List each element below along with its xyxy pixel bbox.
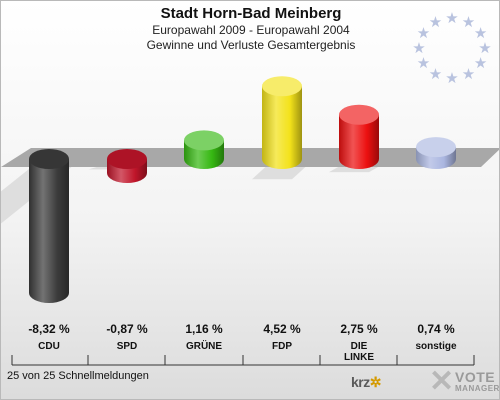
reporting-status: 25 von 25 Schnellmeldungen (7, 370, 149, 382)
bar (184, 130, 224, 169)
bar-top-cap (29, 149, 69, 169)
bar-top-cap (262, 76, 302, 97)
eu-star-icon: ★ (474, 54, 487, 72)
category-label: GRÜNE (186, 339, 222, 352)
bar (29, 149, 69, 303)
category-label: CDU (38, 341, 60, 352)
bar-top-cap (184, 130, 224, 151)
bar-body (29, 159, 69, 293)
x-mark-icon: ✕ (429, 365, 455, 398)
value-label: 4,52 % (263, 322, 301, 336)
bar-body (262, 86, 302, 159)
krz-logo: krz✲ (351, 374, 381, 391)
chart-title: Stadt Horn-Bad Meinberg (160, 5, 342, 22)
category-label: FDP (272, 341, 292, 352)
bar-top-cap (107, 149, 147, 169)
value-label: -0,87 % (106, 322, 148, 336)
krz-emblem-icon: ✲ (369, 374, 382, 390)
bar-shadow (1, 161, 79, 224)
value-label: 1,16 % (185, 322, 223, 336)
eu-star-icon: ★ (417, 24, 430, 42)
chart-header: Stadt Horn-Bad Meinberg Europawahl 2009 … (1, 5, 499, 53)
bar (262, 76, 302, 169)
bar-top-cap (339, 104, 379, 125)
category-axis: CDU SPD GRÜNE FDP DIE LINKE sonstige (11, 339, 475, 366)
category-label: sonstige (415, 341, 457, 352)
value-label: 0,74 % (417, 322, 455, 336)
bar-bottom-cap (29, 282, 69, 303)
bar-shadows (1, 161, 466, 224)
chart-subtitle-1: Europawahl 2009 - Europawahl 2004 (152, 23, 350, 37)
eu-star-icon: ★ (474, 24, 487, 42)
eu-star-icon: ★ (445, 9, 458, 27)
chart-subtitle-2: Gewinne und Verluste Gesamtergebnis (146, 38, 356, 52)
eu-star-icon: ★ (417, 54, 430, 72)
eu-star-icon: ★ (445, 69, 458, 87)
category-label: DIE LINKE (344, 341, 374, 363)
eu-stars-icon: ★★★★★★★★★ ★ ★★ (412, 9, 491, 87)
bar-bottom-cap (339, 149, 379, 169)
eu-star-icon: ★ (478, 39, 491, 57)
eu-star-icon: ★ (462, 13, 475, 31)
bar (339, 104, 379, 169)
eu-star-icon: ★ (412, 39, 425, 57)
krz-logo-text: krz (351, 374, 370, 390)
bar-top-cap (416, 137, 456, 158)
bar-bottom-cap (184, 149, 224, 169)
eu-star-icon: ★ (462, 65, 475, 83)
bar (107, 149, 147, 184)
votemanager-vote-text: VOTE (455, 369, 496, 385)
category-label: SPD (117, 341, 138, 352)
value-label: -8,32 % (28, 322, 70, 336)
bar (416, 137, 456, 169)
bar-bottom-cap (262, 149, 302, 169)
bar-bottom-cap (107, 163, 147, 184)
votemanager-logo: ✕ VOTE MANAGER (429, 367, 499, 397)
eu-star-icon: ★ (429, 65, 442, 83)
value-label: 2,75 % (340, 322, 378, 336)
bars-group (29, 76, 456, 303)
labels-group: -8,32 % -0,87 % 1,16 % 4,52 % 2,75 % 0,74 % (28, 322, 455, 336)
eu-star-icon: ★ (429, 13, 442, 31)
votemanager-manager-text: MANAGER (455, 384, 500, 393)
